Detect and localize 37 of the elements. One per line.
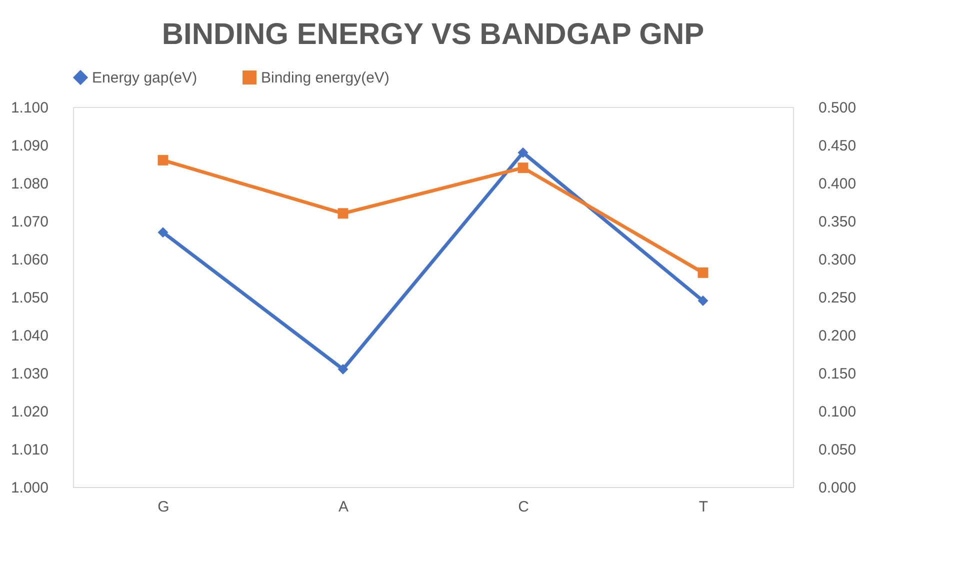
- x-tick-label: T: [698, 498, 708, 516]
- y2-tick-label: 0.250: [818, 290, 856, 306]
- point: [338, 208, 348, 219]
- point: [518, 147, 528, 158]
- y-tick-label: 1.000: [10, 480, 48, 496]
- legend-label: Binding energy(eV): [261, 70, 390, 87]
- y2-tick-label: 0.000: [818, 480, 856, 496]
- y2-tick-label: 0.350: [818, 214, 856, 230]
- y-tick-label: 1.050: [10, 290, 48, 306]
- point: [518, 162, 528, 174]
- y2-tick-label: 0.400: [818, 176, 856, 192]
- x-tick-label: G: [158, 498, 170, 516]
- y-tick-label: 1.100: [10, 100, 48, 116]
- y-tick-label: 1.090: [10, 138, 48, 154]
- y2-tick-label: 0.300: [818, 252, 856, 268]
- point: [698, 267, 708, 278]
- y2-tick-label: 0.050: [818, 442, 856, 458]
- y-tick-label: 1.040: [10, 328, 48, 344]
- point: [158, 227, 168, 238]
- y-tick-label: 1.080: [10, 176, 48, 192]
- point: [338, 364, 348, 374]
- y-tick-label: 1.010: [10, 442, 48, 458]
- y-tick-label: 1.020: [10, 404, 48, 420]
- y2-tick-label: 0.500: [818, 100, 856, 116]
- y2-tick-label: 0.200: [818, 328, 856, 344]
- y-tick-label: 1.030: [10, 366, 48, 382]
- x-tick-label: A: [338, 498, 349, 516]
- point: [158, 154, 168, 166]
- x-tick-label: C: [518, 498, 530, 516]
- y-tick-label: 1.060: [10, 252, 48, 268]
- legend-label: Energy gap(eV): [92, 70, 198, 87]
- chart-title: BINDING ENERGY VS BANDGAP GNP: [162, 18, 704, 51]
- y2-tick-label: 0.150: [818, 366, 856, 382]
- y2-tick-label: 0.100: [818, 404, 856, 420]
- y2-tick-label: 0.450: [818, 138, 856, 154]
- y-tick-label: 1.070: [10, 214, 48, 230]
- point: [698, 296, 708, 306]
